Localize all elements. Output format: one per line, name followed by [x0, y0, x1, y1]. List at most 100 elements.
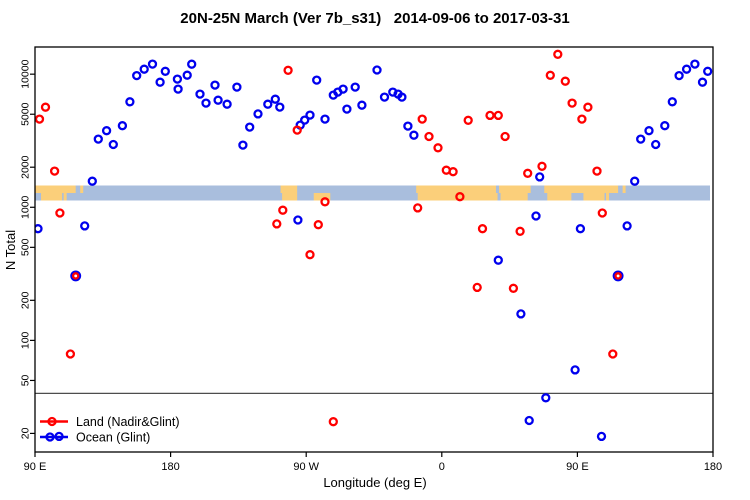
- data-point: [630, 176, 640, 186]
- data-point: [328, 417, 338, 427]
- data-point: [570, 365, 580, 375]
- map-strip-land-segment: [280, 185, 298, 193]
- legend-ocean-symbol-icon: [45, 432, 55, 442]
- data-points: [35, 49, 713, 442]
- data-point: [545, 70, 555, 80]
- data-point: [320, 114, 330, 124]
- plot-border: [34, 46, 714, 453]
- data-point: [417, 114, 427, 124]
- data-point: [455, 192, 465, 202]
- data-point: [213, 95, 223, 105]
- data-point: [320, 197, 330, 207]
- map-strip-land-segment: [606, 193, 610, 201]
- data-point: [651, 139, 661, 150]
- data-point: [463, 115, 473, 125]
- data-point: [413, 203, 423, 213]
- data-point: [139, 64, 149, 74]
- map-strip-land-segment: [313, 193, 331, 201]
- y-axis-label: N Total: [3, 229, 18, 271]
- data-point: [125, 97, 135, 107]
- data-point: [350, 82, 360, 92]
- data-point: [210, 80, 220, 90]
- data-point: [132, 70, 142, 81]
- data-point: [263, 99, 273, 109]
- map-strip-land-segment: [500, 193, 528, 201]
- data-point: [201, 98, 211, 108]
- data-point: [448, 167, 458, 177]
- data-point: [681, 64, 692, 74]
- data-point: [101, 126, 112, 136]
- data-point: [232, 82, 242, 92]
- data-point: [305, 110, 315, 120]
- data-point: [293, 215, 303, 225]
- data-point: [614, 272, 622, 280]
- data-point: [560, 76, 570, 86]
- data-point: [523, 168, 533, 178]
- y-tick-label: 100: [20, 331, 32, 349]
- data-point: [55, 208, 65, 218]
- data-point: [71, 272, 80, 280]
- data-point: [292, 125, 302, 135]
- data-point: [173, 84, 183, 94]
- data-point: [245, 122, 255, 132]
- data-point: [147, 59, 158, 69]
- data-point: [160, 66, 170, 76]
- map-strip-land-segment: [282, 193, 298, 201]
- data-point: [182, 70, 192, 80]
- data-point: [372, 65, 382, 75]
- y-tick-label: 1000: [20, 195, 32, 219]
- data-point: [49, 166, 60, 176]
- map-strip-land-segment: [622, 185, 626, 193]
- data-point: [472, 282, 482, 293]
- data-point: [357, 100, 367, 110]
- data-point: [577, 114, 587, 124]
- data-point: [531, 211, 541, 221]
- data-point: [703, 66, 713, 76]
- data-point: [424, 131, 434, 142]
- data-point: [636, 134, 646, 144]
- data-point: [338, 84, 348, 94]
- data-point: [477, 224, 488, 234]
- data-point: [187, 59, 197, 69]
- data-point: [278, 205, 288, 215]
- chart-title: 20N-25N March (Ver 7b_s31) 2014-09-06 to…: [180, 10, 570, 27]
- map-strip-ocean: [35, 185, 710, 201]
- x-tick-label: 180: [161, 461, 179, 473]
- data-point: [541, 393, 551, 403]
- data-point: [35, 224, 43, 234]
- map-strip-land-segment: [41, 193, 63, 201]
- map-strip-land-segment: [499, 185, 531, 193]
- data-point: [117, 121, 128, 131]
- data-point: [674, 70, 684, 81]
- legend-land-label: Land (Nadir&Glint): [76, 415, 180, 429]
- x-tick-label: 0: [439, 461, 445, 473]
- data-point: [275, 102, 285, 112]
- data-point: [500, 131, 510, 142]
- data-point: [592, 166, 602, 176]
- data-point: [508, 283, 519, 293]
- data-point: [93, 134, 103, 144]
- data-point: [515, 226, 525, 236]
- y-tick-label: 500: [20, 238, 32, 256]
- map-strip-land-segment: [544, 185, 619, 193]
- map-strip-land-segment: [583, 193, 605, 201]
- data-point: [300, 115, 310, 125]
- x-tick-label: 90 W: [293, 461, 319, 473]
- data-point: [80, 221, 90, 231]
- y-tick-label: 10000: [20, 59, 32, 88]
- y-tick-label: 200: [20, 291, 32, 309]
- data-point: [65, 349, 76, 359]
- x-axis-label: Longitude (deg E): [323, 475, 427, 490]
- map-strip-land-segment: [416, 185, 497, 193]
- data-point: [516, 309, 526, 319]
- data-point: [608, 349, 618, 359]
- data-point: [403, 121, 413, 131]
- data-point: [397, 92, 407, 102]
- data-point: [583, 102, 593, 112]
- data-point: [87, 176, 97, 186]
- map-strip-land-segment: [35, 185, 76, 193]
- data-point: [70, 270, 82, 282]
- y-tick-label: 5000: [20, 102, 32, 126]
- data-point: [597, 208, 607, 218]
